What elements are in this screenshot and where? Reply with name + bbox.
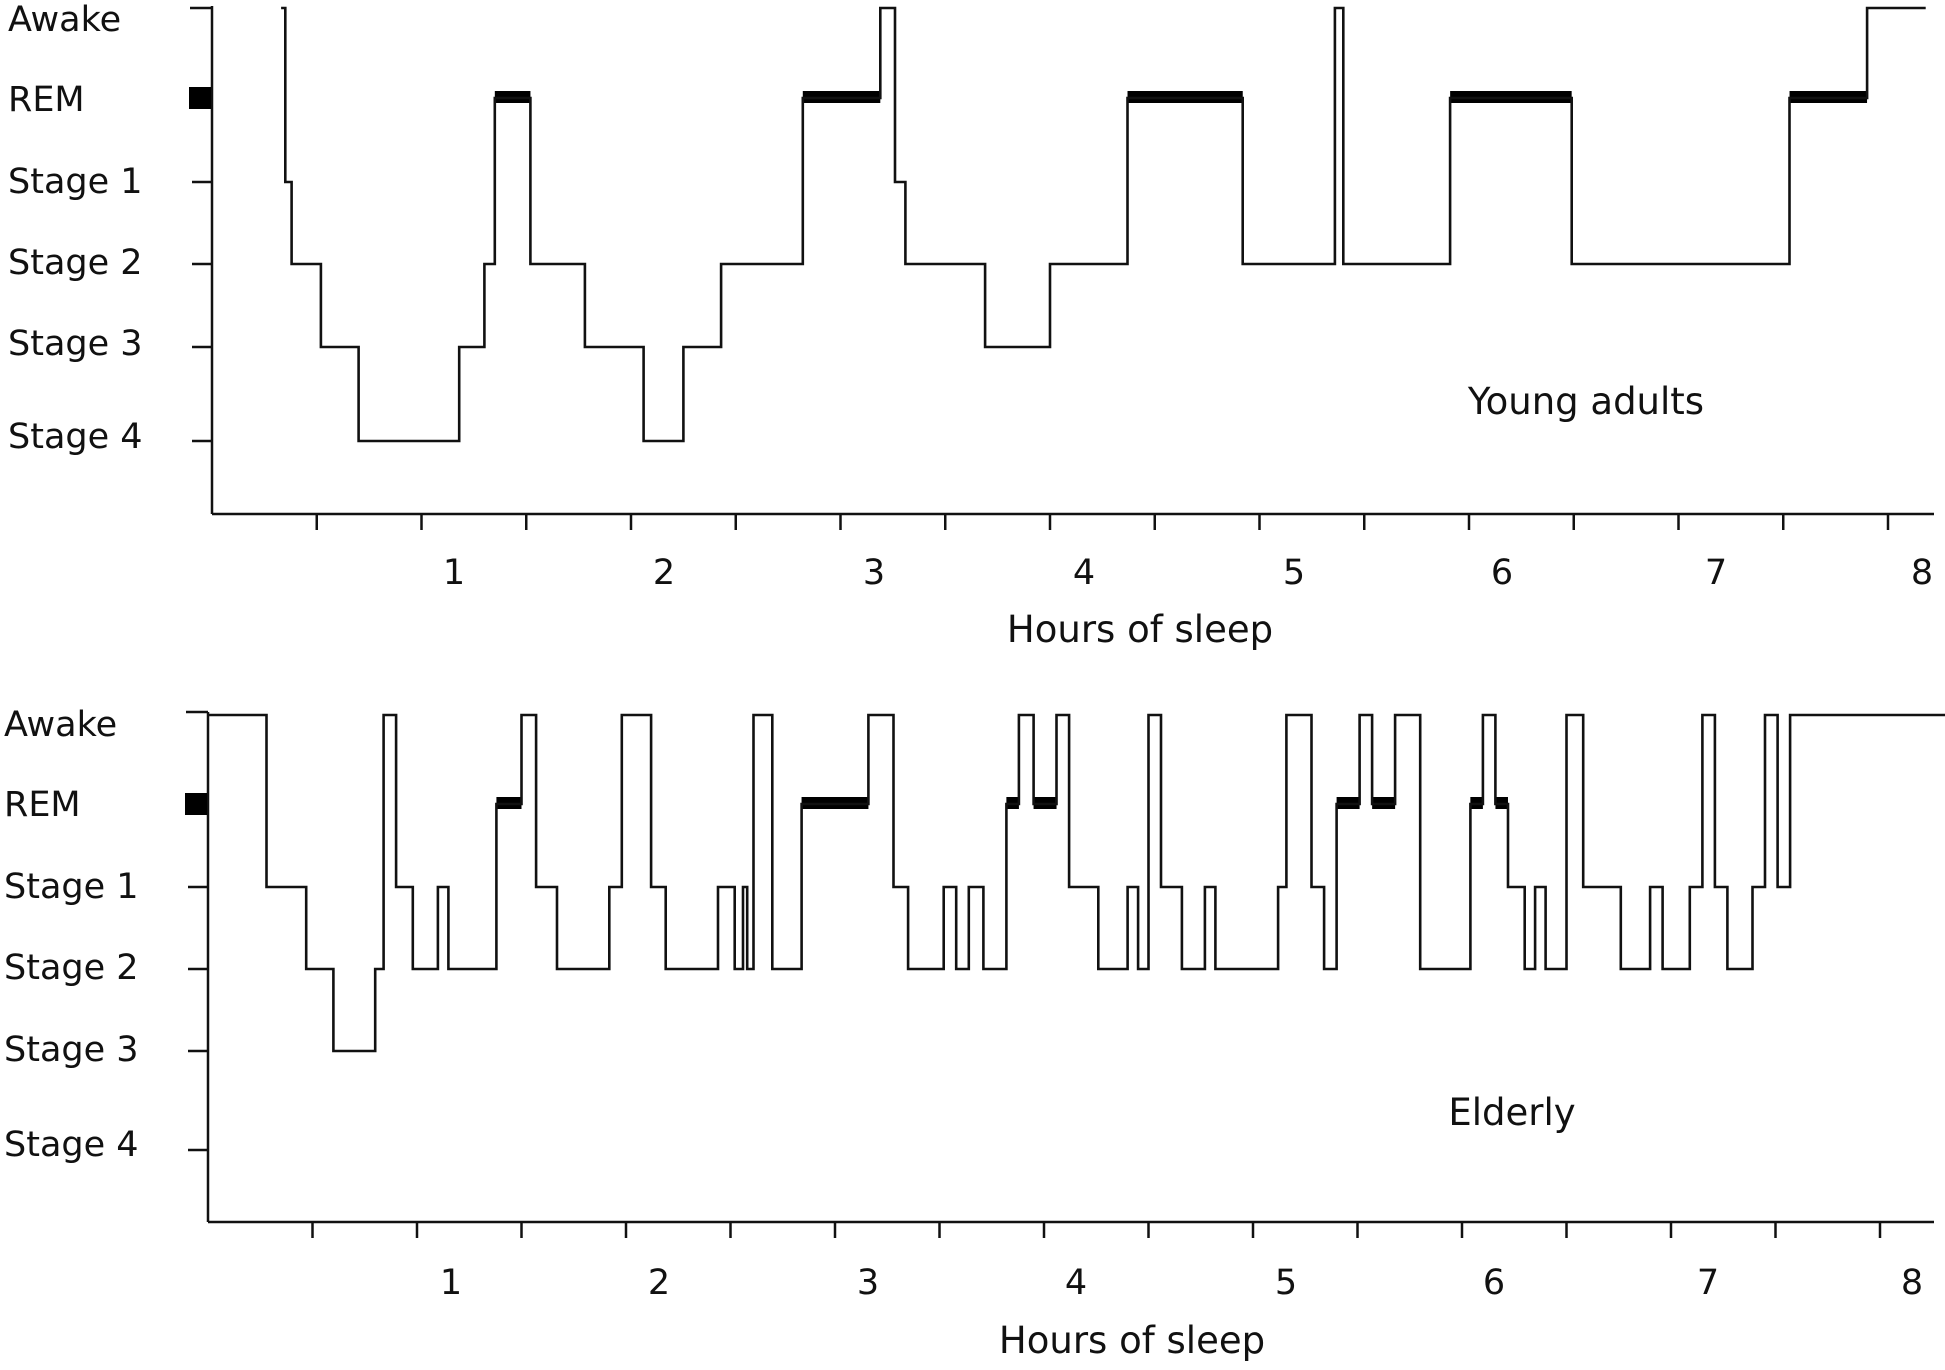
- x-tick-label-4: 4: [1065, 1263, 1087, 1303]
- group-label-young-adults: Young adults: [1467, 380, 1704, 423]
- x-tick-label-7: 7: [1697, 1263, 1719, 1303]
- x-tick-label-2: 2: [648, 1263, 670, 1303]
- hypnogram-line: [208, 713, 1945, 1053]
- stage-label-awake: Awake: [8, 0, 121, 40]
- stage-label-stage-4: Stage 4: [8, 417, 143, 457]
- hypnogram-line: [281, 6, 1926, 443]
- hypnogram-trace: [281, 6, 1926, 443]
- rem-marker: [189, 87, 211, 109]
- stage-label-stage-1: Stage 1: [4, 867, 139, 907]
- x-tick-label-5: 5: [1275, 1263, 1297, 1303]
- stage-label-stage-2: Stage 2: [4, 948, 139, 988]
- stage-label-rem: REM: [4, 785, 81, 825]
- young-adults-panel: Awake REM Stage 1 Stage 2 Stage 3 Stage …: [8, 0, 1934, 651]
- stage-label-stage-4: Stage 4: [4, 1125, 139, 1165]
- x-tick-label-8: 8: [1911, 553, 1933, 593]
- stage-label-stage-3: Stage 3: [8, 324, 143, 364]
- rem-marker: [185, 793, 207, 815]
- x-tick-label-7: 7: [1705, 553, 1727, 593]
- x-tick-label-6: 6: [1491, 553, 1513, 593]
- x-tick-label-2: 2: [653, 553, 675, 593]
- x-tick-label-6: 6: [1483, 1263, 1505, 1303]
- x-axis-title: Hours of sleep: [1007, 608, 1273, 651]
- x-tick-label-1: 1: [443, 553, 465, 593]
- x-ticks: [315, 514, 1890, 530]
- elderly-panel: Awake REM Stage 1 Stage 2 Stage 3 Stage …: [4, 705, 1945, 1362]
- stage-label-stage-3: Stage 3: [4, 1030, 139, 1070]
- x-tick-label-5: 5: [1283, 553, 1305, 593]
- x-tick-label-3: 3: [863, 553, 885, 593]
- stage-label-stage-2: Stage 2: [8, 243, 143, 283]
- hypnogram-trace: [208, 713, 1945, 1053]
- group-label-elderly: Elderly: [1448, 1091, 1575, 1134]
- x-tick-label-4: 4: [1073, 553, 1095, 593]
- stage-label-awake: Awake: [4, 705, 117, 745]
- x-tick-label-3: 3: [857, 1263, 879, 1303]
- x-ticks: [311, 1222, 1882, 1238]
- x-tick-label-1: 1: [440, 1263, 462, 1303]
- stage-label-rem: REM: [8, 80, 85, 120]
- stage-label-stage-1: Stage 1: [8, 162, 143, 202]
- x-axis-title: Hours of sleep: [999, 1319, 1265, 1362]
- x-tick-label-8: 8: [1901, 1263, 1923, 1303]
